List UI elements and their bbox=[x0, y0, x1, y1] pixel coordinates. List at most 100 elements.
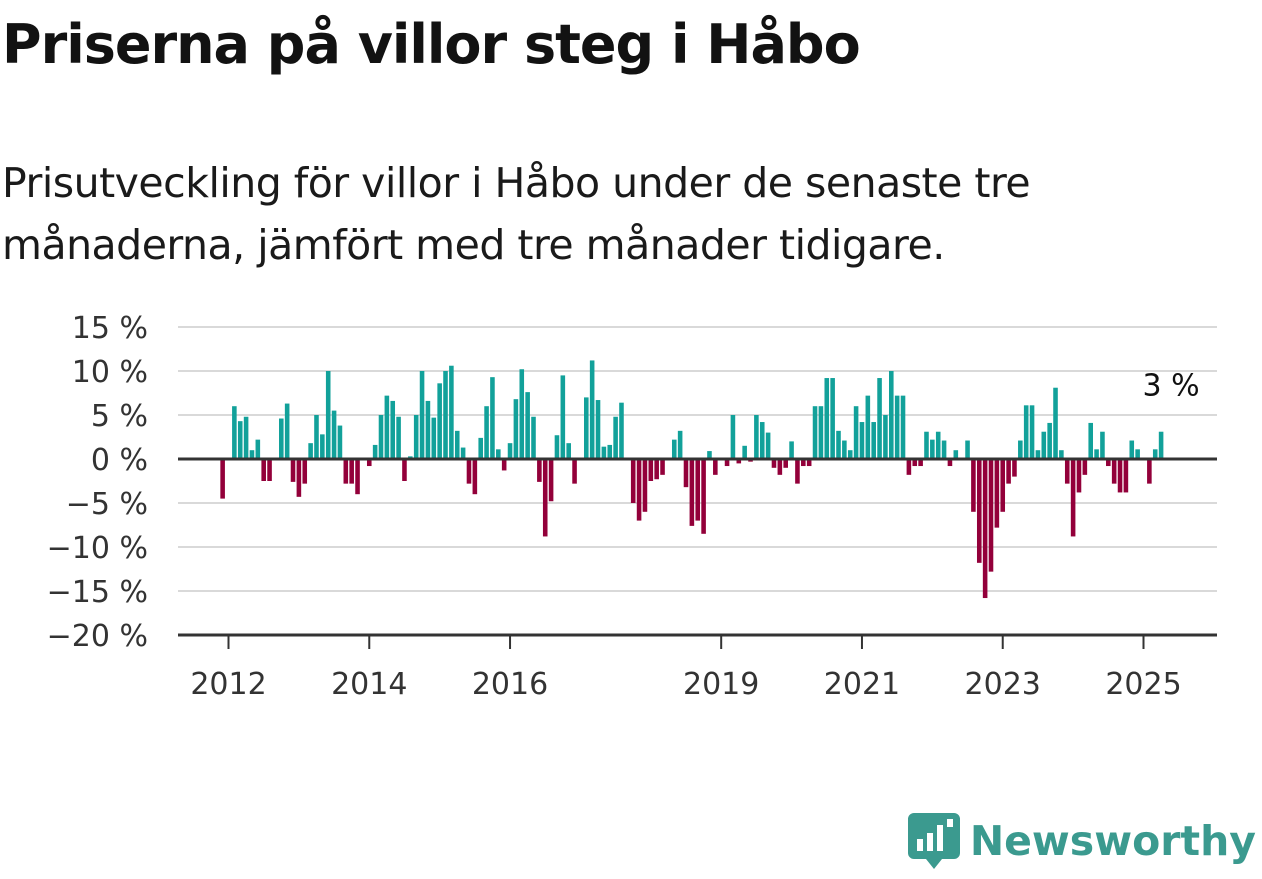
bar bbox=[308, 443, 313, 459]
bar bbox=[842, 440, 847, 459]
bar bbox=[853, 406, 859, 459]
bar bbox=[1088, 422, 1093, 459]
brand-footer: Newsworthy bbox=[907, 813, 1256, 869]
bar bbox=[1047, 422, 1052, 459]
bar bbox=[1152, 449, 1158, 459]
bar bbox=[683, 459, 689, 488]
bars bbox=[220, 360, 1164, 599]
bar bbox=[372, 444, 378, 459]
y-tick-label: −10 % bbox=[47, 531, 148, 566]
bar bbox=[402, 459, 407, 481]
bar bbox=[789, 441, 794, 459]
bar bbox=[1100, 431, 1105, 459]
bar bbox=[924, 431, 929, 459]
bar bbox=[724, 459, 730, 467]
bar bbox=[537, 459, 542, 482]
bar bbox=[894, 395, 900, 459]
bar bbox=[548, 459, 554, 502]
bar bbox=[601, 446, 607, 459]
bar bbox=[566, 443, 571, 459]
bar bbox=[783, 459, 788, 468]
bar bbox=[542, 459, 548, 537]
brand-name: Newsworthy bbox=[969, 817, 1256, 865]
bar bbox=[900, 395, 906, 459]
bar bbox=[671, 439, 677, 459]
bar bbox=[1111, 459, 1117, 484]
bar bbox=[490, 377, 495, 459]
y-tick-label: −15 % bbox=[47, 575, 148, 610]
bar bbox=[824, 378, 830, 459]
bar bbox=[1012, 459, 1017, 477]
bar bbox=[1029, 405, 1035, 459]
bar bbox=[759, 422, 765, 459]
bar bbox=[443, 371, 448, 459]
bar bbox=[501, 459, 507, 471]
bar bbox=[1106, 459, 1111, 467]
y-tick-label: 5 % bbox=[91, 399, 148, 434]
bar bbox=[689, 459, 695, 526]
bar bbox=[1076, 459, 1082, 493]
bar bbox=[355, 459, 360, 495]
bar bbox=[1117, 459, 1123, 493]
bar bbox=[982, 459, 988, 599]
bar bbox=[795, 459, 800, 484]
bar bbox=[431, 417, 437, 459]
bar bbox=[220, 459, 225, 499]
bar bbox=[648, 459, 654, 481]
bar bbox=[812, 406, 818, 459]
bar bbox=[806, 459, 812, 467]
bar bbox=[642, 459, 648, 512]
gridlines bbox=[178, 326, 1217, 592]
bar bbox=[589, 360, 595, 459]
bar bbox=[1158, 431, 1164, 459]
bar bbox=[883, 415, 888, 459]
bar bbox=[554, 435, 560, 459]
bar bbox=[1006, 459, 1011, 484]
bar bbox=[513, 399, 519, 459]
bar bbox=[507, 443, 513, 459]
bar bbox=[290, 459, 296, 482]
bar bbox=[378, 415, 384, 459]
bar bbox=[736, 459, 742, 464]
bar bbox=[1000, 459, 1006, 512]
bar bbox=[267, 459, 272, 481]
bar bbox=[730, 415, 736, 459]
bar bbox=[713, 459, 718, 475]
bar bbox=[918, 459, 923, 467]
bar bbox=[965, 440, 970, 459]
bar bbox=[1094, 449, 1099, 459]
bar bbox=[1064, 459, 1070, 484]
chart-title: Priserna på villor steg i Håbo bbox=[2, 13, 861, 76]
bar bbox=[801, 459, 806, 467]
bar bbox=[595, 400, 601, 459]
bar bbox=[771, 459, 777, 468]
bar bbox=[1147, 459, 1152, 484]
bar bbox=[742, 445, 747, 459]
bar bbox=[859, 422, 865, 459]
bar bbox=[947, 459, 953, 467]
bar bbox=[466, 459, 472, 484]
bar bbox=[484, 406, 489, 459]
bar bbox=[765, 432, 771, 459]
bar bbox=[255, 439, 261, 459]
newsworthy-logo-icon bbox=[907, 813, 960, 869]
bar bbox=[425, 400, 431, 459]
bar bbox=[232, 406, 237, 459]
x-tick-label: 2023 bbox=[965, 667, 1041, 702]
annotations: 3 % bbox=[1143, 369, 1200, 404]
bar bbox=[1123, 459, 1129, 493]
bar bbox=[478, 437, 483, 459]
bar bbox=[660, 459, 665, 475]
bar bbox=[460, 447, 466, 459]
bar bbox=[384, 395, 390, 459]
bar bbox=[1041, 431, 1047, 459]
y-tick-label: 0 % bbox=[91, 443, 148, 478]
bar bbox=[284, 403, 290, 459]
bar bbox=[619, 402, 624, 459]
bar bbox=[331, 410, 337, 459]
x-tick-label: 2016 bbox=[472, 667, 548, 702]
bar bbox=[496, 449, 501, 459]
bar bbox=[261, 459, 266, 481]
data-label: 3 % bbox=[1143, 369, 1200, 404]
bar bbox=[1135, 449, 1140, 459]
